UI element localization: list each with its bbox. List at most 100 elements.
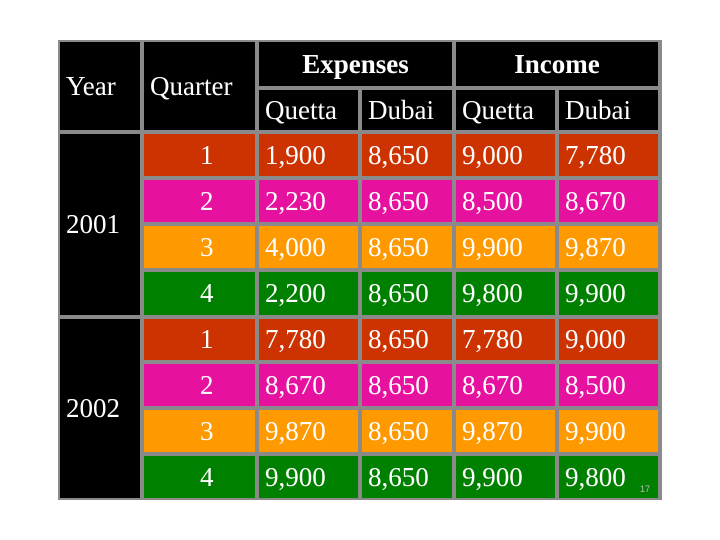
quarter-header: Quarter	[144, 42, 255, 130]
value-label: 9,870	[462, 415, 523, 446]
value-label: 9,000	[462, 139, 523, 170]
value-cell: 8,650	[362, 180, 452, 222]
value-cell: 2,230	[259, 180, 358, 222]
value-label: 8,650	[368, 185, 429, 216]
value-label: 7,780	[462, 324, 523, 354]
value-cell: 9,870	[456, 410, 555, 452]
value-label: 9,800	[565, 461, 626, 492]
value-label: 7,780	[265, 324, 326, 354]
quarter-header-label: Quarter	[150, 70, 233, 101]
value-label: 8,650	[368, 461, 429, 492]
data-table: Year Quarter Expenses Income Quetta Duba…	[58, 40, 662, 500]
value-cell: 8,500	[559, 364, 658, 406]
value-cell: 9,900	[559, 410, 658, 452]
value-label: 9,870	[565, 231, 626, 262]
value-label: 9,800	[462, 278, 523, 308]
quarter-cell: 1	[144, 319, 255, 360]
value-label: 8,500	[462, 185, 523, 216]
expenses-header-label: Expenses	[302, 48, 409, 79]
value-cell: 9,000	[456, 134, 555, 176]
year-cell-label: 2001	[66, 209, 120, 239]
income-header: Income	[456, 42, 658, 86]
value-cell: 8,650	[362, 410, 452, 452]
value-label: 9,900	[565, 415, 626, 446]
quarter-cell: 4	[144, 456, 255, 498]
value-label: 9,900	[565, 278, 626, 308]
year-cell-label: 2002	[66, 393, 120, 423]
value-cell: 9,000	[559, 319, 658, 360]
quarter-label: 3	[200, 415, 214, 446]
quarter-cell: 4	[144, 272, 255, 315]
value-label: 8,650	[368, 278, 429, 308]
value-cell: 9,870	[259, 410, 358, 452]
quarter-label: 2	[200, 185, 214, 216]
value-label: 9,870	[265, 415, 326, 446]
expenses-header: Expenses	[259, 42, 452, 86]
year-cell-2002: 2002	[60, 319, 140, 498]
value-cell: 2,200	[259, 272, 358, 315]
year-header-label: Year	[66, 70, 116, 101]
expenses-dubai-header-label: Dubai	[368, 94, 434, 125]
value-label: 8,670	[265, 369, 326, 400]
value-cell: 9,800	[456, 272, 555, 315]
value-cell: 1,900	[259, 134, 358, 176]
value-cell: 8,670	[559, 180, 658, 222]
value-cell: 8,650	[362, 272, 452, 315]
income-quetta-header-label: Quetta	[462, 94, 534, 125]
value-cell: 8,650	[362, 134, 452, 176]
value-cell: 9,800	[559, 456, 658, 498]
quarter-cell: 2	[144, 180, 255, 222]
expenses-dubai-header: Dubai	[362, 90, 452, 130]
value-cell: 8,650	[362, 226, 452, 268]
value-label: 8,650	[368, 231, 429, 262]
quarter-cell: 3	[144, 226, 255, 268]
value-label: 9,900	[265, 461, 326, 492]
value-label: 8,650	[368, 415, 429, 446]
value-cell: 7,780	[559, 134, 658, 176]
value-label: 8,670	[462, 369, 523, 400]
value-cell: 7,780	[456, 319, 555, 360]
value-cell: 8,650	[362, 364, 452, 406]
expenses-quetta-header-label: Quetta	[265, 94, 337, 125]
quarter-cell: 2	[144, 364, 255, 406]
year-cell-2001: 2001	[60, 134, 140, 315]
expenses-quetta-header: Quetta	[259, 90, 358, 130]
quarter-label: 3	[200, 231, 214, 262]
income-quetta-header: Quetta	[456, 90, 555, 130]
value-label: 9,900	[462, 231, 523, 262]
year-header: Year	[60, 42, 140, 130]
value-cell: 8,650	[362, 319, 452, 360]
value-label: 4,000	[265, 231, 326, 262]
value-cell: 7,780	[259, 319, 358, 360]
value-cell: 9,900	[259, 456, 358, 498]
income-dubai-header: Dubai	[559, 90, 658, 130]
value-cell: 9,900	[456, 226, 555, 268]
value-cell: 8,670	[456, 364, 555, 406]
value-cell: 8,670	[259, 364, 358, 406]
value-label: 8,650	[368, 139, 429, 170]
income-header-label: Income	[514, 48, 600, 79]
page-number: 17	[640, 484, 651, 494]
value-cell: 8,500	[456, 180, 555, 222]
income-dubai-header-label: Dubai	[565, 94, 631, 125]
quarter-label: 1	[200, 139, 214, 170]
value-cell: 8,650	[362, 456, 452, 498]
quarter-label: 4	[200, 461, 214, 492]
value-label: 8,500	[565, 369, 626, 400]
value-label: 2,200	[265, 278, 326, 308]
value-label: 8,670	[565, 185, 626, 216]
quarter-label: 1	[200, 324, 214, 354]
quarter-label: 4	[200, 278, 214, 308]
value-label: 2,230	[265, 185, 326, 216]
value-label: 9,900	[462, 461, 523, 492]
value-label: 8,650	[368, 369, 429, 400]
value-label: 9,000	[565, 324, 626, 354]
value-label: 1,900	[265, 139, 326, 170]
value-cell: 9,870	[559, 226, 658, 268]
value-label: 8,650	[368, 324, 429, 354]
value-cell: 4,000	[259, 226, 358, 268]
quarter-label: 2	[200, 369, 214, 400]
value-cell: 9,900	[559, 272, 658, 315]
quarter-cell: 3	[144, 410, 255, 452]
